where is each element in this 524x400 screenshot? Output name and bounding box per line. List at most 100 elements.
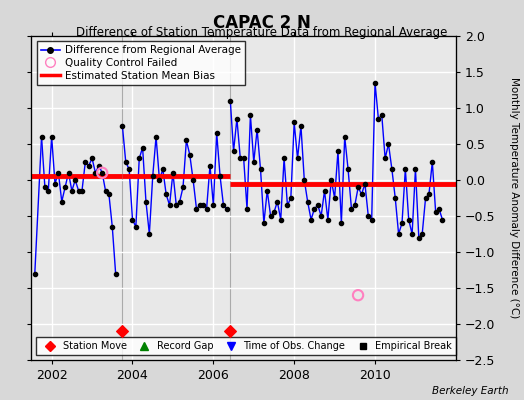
- Point: [263, 188, 271, 194]
- Point: [411, 166, 420, 172]
- Point: [256, 166, 265, 172]
- Point: [98, 170, 106, 176]
- Point: [307, 216, 315, 223]
- Point: [239, 155, 248, 162]
- Point: [226, 98, 235, 104]
- Point: [374, 116, 383, 122]
- Point: [361, 180, 369, 187]
- Point: [327, 177, 335, 183]
- Point: [280, 155, 288, 162]
- Point: [297, 123, 305, 129]
- Point: [283, 202, 292, 208]
- Point: [48, 134, 56, 140]
- Point: [135, 155, 144, 162]
- Point: [277, 216, 285, 223]
- Point: [331, 195, 339, 201]
- Legend: Station Move, Record Gap, Time of Obs. Change, Empirical Break: Station Move, Record Gap, Time of Obs. C…: [36, 337, 456, 355]
- Point: [246, 112, 255, 118]
- Point: [172, 202, 180, 208]
- Point: [209, 202, 217, 208]
- Point: [195, 202, 204, 208]
- Point: [169, 170, 177, 176]
- Point: [273, 198, 281, 205]
- Point: [347, 206, 356, 212]
- Point: [64, 170, 73, 176]
- Point: [68, 188, 76, 194]
- Point: [270, 209, 278, 216]
- Point: [324, 216, 332, 223]
- Point: [388, 166, 396, 172]
- Point: [128, 216, 137, 223]
- Point: [249, 159, 258, 165]
- Point: [354, 184, 363, 190]
- Point: [189, 177, 198, 183]
- Point: [398, 220, 406, 226]
- Point: [313, 202, 322, 208]
- Point: [84, 162, 93, 169]
- Text: CAPAC 2 N: CAPAC 2 N: [213, 14, 311, 32]
- Point: [61, 184, 69, 190]
- Point: [431, 209, 440, 216]
- Point: [236, 155, 245, 162]
- Point: [91, 170, 100, 176]
- Point: [105, 191, 113, 198]
- Point: [88, 155, 96, 162]
- Point: [371, 80, 379, 86]
- Point: [199, 202, 208, 208]
- Point: [118, 328, 127, 334]
- Point: [132, 224, 140, 230]
- Point: [351, 202, 359, 208]
- Point: [384, 141, 392, 147]
- Point: [395, 231, 403, 237]
- Point: [51, 180, 59, 187]
- Point: [182, 137, 191, 144]
- Point: [192, 206, 201, 212]
- Point: [317, 213, 325, 219]
- Point: [401, 166, 410, 172]
- Point: [435, 206, 443, 212]
- Point: [391, 195, 399, 201]
- Point: [300, 177, 309, 183]
- Point: [185, 152, 194, 158]
- Point: [418, 231, 427, 237]
- Point: [54, 170, 62, 176]
- Point: [162, 191, 170, 198]
- Point: [381, 155, 389, 162]
- Point: [293, 155, 302, 162]
- Point: [179, 184, 187, 190]
- Point: [223, 206, 231, 212]
- Point: [357, 191, 366, 198]
- Point: [206, 162, 214, 169]
- Point: [425, 191, 433, 198]
- Point: [334, 148, 342, 154]
- Point: [78, 188, 86, 194]
- Point: [122, 159, 130, 165]
- Point: [30, 270, 39, 277]
- Point: [101, 188, 110, 194]
- Point: [142, 198, 150, 205]
- Point: [152, 134, 160, 140]
- Point: [341, 134, 349, 140]
- Point: [320, 188, 329, 194]
- Point: [290, 119, 298, 126]
- Point: [118, 123, 127, 129]
- Point: [287, 195, 295, 201]
- Point: [98, 170, 106, 176]
- Point: [310, 206, 319, 212]
- Point: [58, 198, 66, 205]
- Point: [145, 231, 154, 237]
- Point: [81, 159, 90, 165]
- Point: [95, 162, 103, 169]
- Point: [159, 166, 167, 172]
- Point: [233, 116, 241, 122]
- Point: [202, 206, 211, 212]
- Point: [364, 213, 373, 219]
- Point: [378, 112, 386, 118]
- Point: [74, 188, 83, 194]
- Point: [230, 148, 238, 154]
- Point: [176, 198, 184, 205]
- Point: [428, 159, 436, 165]
- Point: [71, 177, 80, 183]
- Point: [421, 195, 430, 201]
- Point: [216, 173, 224, 180]
